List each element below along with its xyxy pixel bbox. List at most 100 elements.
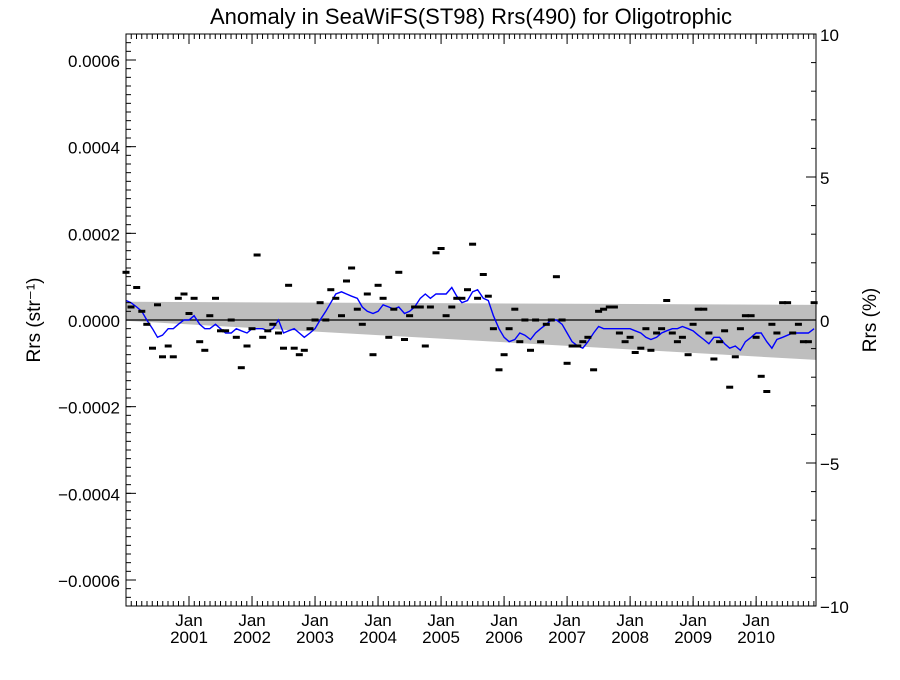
left-tick-label: −0.0002 xyxy=(58,399,120,418)
left-tick-label: −0.0004 xyxy=(58,485,120,504)
data-point xyxy=(631,351,639,354)
data-point xyxy=(164,344,172,348)
data-point xyxy=(432,251,440,255)
x-tick-label-year: 2009 xyxy=(674,628,712,647)
data-point xyxy=(721,329,729,333)
data-point xyxy=(464,288,471,292)
data-point xyxy=(653,331,661,335)
data-point xyxy=(489,327,497,331)
data-point xyxy=(196,340,204,344)
data-point xyxy=(558,318,566,322)
data-point xyxy=(237,366,245,370)
data-point xyxy=(552,275,560,279)
data-point xyxy=(363,292,371,296)
data-point xyxy=(726,385,734,389)
data-point xyxy=(642,327,650,331)
left-tick-label: 0.0006 xyxy=(68,52,120,71)
data-point xyxy=(469,242,477,246)
x-tick-label-month: Jan xyxy=(301,611,328,630)
data-point xyxy=(563,361,571,365)
monthly-anomaly-layer xyxy=(122,242,818,393)
data-point xyxy=(605,305,613,309)
data-point xyxy=(678,335,686,339)
data-point xyxy=(684,353,692,357)
data-point xyxy=(500,353,508,357)
data-point xyxy=(180,292,188,296)
data-point xyxy=(789,331,797,335)
data-point xyxy=(574,344,582,348)
data-point xyxy=(285,283,293,287)
data-point xyxy=(353,307,361,311)
data-point xyxy=(332,296,340,300)
x-tick-label-year: 2005 xyxy=(422,628,460,647)
data-point xyxy=(747,314,755,318)
data-point xyxy=(479,273,487,276)
data-point xyxy=(406,314,414,318)
data-point xyxy=(369,353,377,357)
running-mean-line xyxy=(125,286,815,352)
data-point xyxy=(248,327,256,331)
right-axis-label: Rrs (%) xyxy=(860,288,881,352)
data-point xyxy=(794,322,802,326)
data-point xyxy=(784,301,792,305)
x-tick-label-year: 2001 xyxy=(170,628,208,647)
x-tick-label-month: Jan xyxy=(175,611,202,630)
data-point xyxy=(484,294,492,298)
data-point xyxy=(300,348,308,352)
data-point xyxy=(752,335,760,339)
data-point xyxy=(421,344,429,348)
data-point xyxy=(584,335,592,339)
data-point xyxy=(516,340,524,344)
data-point xyxy=(505,327,513,331)
data-point xyxy=(358,322,366,326)
data-point xyxy=(201,348,209,352)
data-point xyxy=(348,266,356,270)
data-point xyxy=(521,318,529,322)
left-axis-label: Rrs (str⁻¹) xyxy=(24,278,45,363)
right-tick-label: −5 xyxy=(820,455,839,474)
data-point xyxy=(779,301,787,305)
data-point xyxy=(217,329,224,333)
left-tick-label: 0.0002 xyxy=(68,225,120,244)
data-point xyxy=(280,346,287,350)
data-point xyxy=(169,355,177,359)
data-point xyxy=(458,296,466,300)
x-tick-label-month: Jan xyxy=(553,611,580,630)
left-tick-label: 0.0000 xyxy=(68,312,120,331)
data-point xyxy=(374,283,382,287)
data-point xyxy=(689,322,697,326)
uncertainty-band-layer xyxy=(126,301,816,360)
data-point xyxy=(626,335,634,339)
data-point xyxy=(705,331,713,335)
right-tick-label: 5 xyxy=(820,169,829,188)
data-point xyxy=(232,335,240,339)
data-point xyxy=(741,314,749,318)
data-point xyxy=(212,296,219,300)
data-point xyxy=(174,296,182,300)
x-tick-label-month: Jan xyxy=(679,611,706,630)
data-point xyxy=(757,374,765,378)
data-point xyxy=(442,314,450,318)
data-point xyxy=(448,305,456,309)
data-point xyxy=(804,340,812,344)
uncertainty-band xyxy=(126,301,816,360)
data-point xyxy=(338,314,345,318)
data-point xyxy=(590,368,598,372)
data-point xyxy=(773,331,781,335)
data-point xyxy=(547,318,555,322)
data-point xyxy=(716,340,724,344)
data-point xyxy=(316,301,324,305)
data-point xyxy=(127,305,135,309)
x-tick-label-year: 2003 xyxy=(296,628,334,647)
data-point xyxy=(133,286,141,289)
data-point xyxy=(322,318,330,322)
data-point xyxy=(799,340,807,344)
running-mean-layer xyxy=(125,286,815,352)
data-point xyxy=(206,314,214,318)
data-point xyxy=(154,303,161,307)
data-point xyxy=(542,322,550,326)
left-tick-label: 0.0004 xyxy=(68,139,120,158)
data-point xyxy=(437,247,445,250)
